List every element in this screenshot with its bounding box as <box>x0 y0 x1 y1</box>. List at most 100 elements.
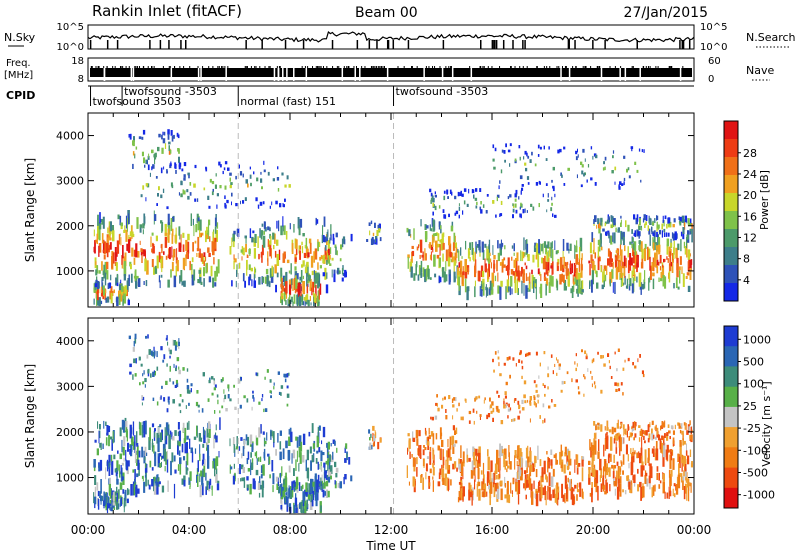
vel-cell <box>544 384 546 389</box>
power-cell <box>250 182 252 187</box>
vel-cell <box>570 484 572 491</box>
vel-cell <box>171 452 174 463</box>
power-cell <box>600 218 602 226</box>
vel-cell <box>660 426 662 431</box>
vel-cell <box>208 438 210 443</box>
power-cell <box>524 252 526 257</box>
vel-cell <box>605 433 607 439</box>
vel-cell <box>441 464 443 470</box>
power-cell <box>155 176 158 179</box>
vel-cell <box>460 488 463 500</box>
power-cell <box>223 167 226 171</box>
vel-cell <box>112 430 115 443</box>
vel-cell <box>105 467 107 480</box>
x-tick-label: 00:00 <box>677 523 712 537</box>
vel-cell <box>261 480 264 490</box>
vel-cell <box>683 470 685 477</box>
vel-cell <box>311 499 314 507</box>
vel-cell <box>153 485 157 495</box>
vel-cell <box>194 448 197 454</box>
power-cell <box>153 246 155 254</box>
vel-cell <box>98 430 100 444</box>
vel-cell <box>578 463 581 467</box>
vel-cell <box>649 483 651 490</box>
vel-cell <box>142 373 144 377</box>
power-cell <box>689 253 691 257</box>
power-cell <box>183 280 186 287</box>
vel-cell <box>208 429 211 438</box>
vel-cell <box>293 468 295 476</box>
power-cell <box>562 264 565 273</box>
vel-cell <box>328 469 330 477</box>
vel-cell <box>673 493 676 498</box>
power-cell <box>516 252 519 262</box>
power-cell <box>324 247 327 260</box>
vel-cell <box>189 438 191 449</box>
vel-cell <box>142 421 144 433</box>
power-cell <box>578 257 580 272</box>
vel-cell <box>275 449 277 456</box>
power-cell <box>534 248 537 252</box>
power-cell <box>108 282 112 289</box>
power-cell <box>253 280 256 288</box>
vel-cell <box>595 425 597 431</box>
vel-cell <box>301 484 304 489</box>
vel-cell <box>143 431 146 438</box>
vel-cell <box>677 474 681 489</box>
power-cell <box>467 248 470 259</box>
vel-cell <box>661 435 664 440</box>
power-cell <box>315 217 317 226</box>
vel-cell <box>173 363 175 368</box>
vel-cell <box>154 428 156 432</box>
power-cell <box>640 262 644 269</box>
power-cell <box>229 172 232 176</box>
power-cell <box>311 270 314 276</box>
power-cell <box>519 156 521 161</box>
vel-cell <box>449 436 452 450</box>
vel-cell <box>284 480 287 493</box>
vel-cell <box>196 425 197 436</box>
power-cell <box>493 255 496 260</box>
vel-cell <box>682 433 684 441</box>
power-cell <box>312 281 315 293</box>
vel-cell <box>107 503 110 509</box>
power-cell <box>234 258 237 263</box>
vel-cell <box>370 433 372 438</box>
vel-cell <box>280 385 284 389</box>
power-cell <box>317 274 320 289</box>
vel-colorbar-swatch <box>724 467 738 489</box>
vel-cell <box>590 472 593 477</box>
vel-cell <box>475 448 478 456</box>
vel-cell <box>497 457 500 472</box>
power-cell <box>116 296 119 307</box>
power-cell <box>324 236 327 243</box>
freq-frame <box>87 57 695 82</box>
vel-cell <box>166 363 168 367</box>
power-cell <box>178 192 180 196</box>
vel-cell <box>627 475 630 481</box>
vel-cell <box>561 483 563 499</box>
power-cell <box>439 257 441 267</box>
vel-cell <box>199 484 202 498</box>
vel-cell <box>608 360 610 364</box>
power-cell <box>143 249 146 257</box>
power-cell <box>308 238 312 244</box>
vel-cell <box>445 415 448 420</box>
vel-cell <box>305 459 307 472</box>
power-cell <box>484 266 487 272</box>
power-cell <box>304 297 306 307</box>
power-cell <box>129 237 132 242</box>
power-cell <box>341 238 344 248</box>
power-cell <box>603 276 605 288</box>
vel-cell <box>505 460 508 467</box>
power-cell <box>261 186 263 190</box>
power-cell <box>407 257 409 269</box>
power-cell <box>633 214 636 220</box>
power-cell <box>326 238 328 242</box>
vel-cell <box>280 504 283 510</box>
vel-cell <box>94 439 97 443</box>
power-cell <box>499 262 503 266</box>
vel-cell <box>130 445 133 452</box>
vel-cell <box>114 491 117 496</box>
power-cell <box>141 254 143 263</box>
